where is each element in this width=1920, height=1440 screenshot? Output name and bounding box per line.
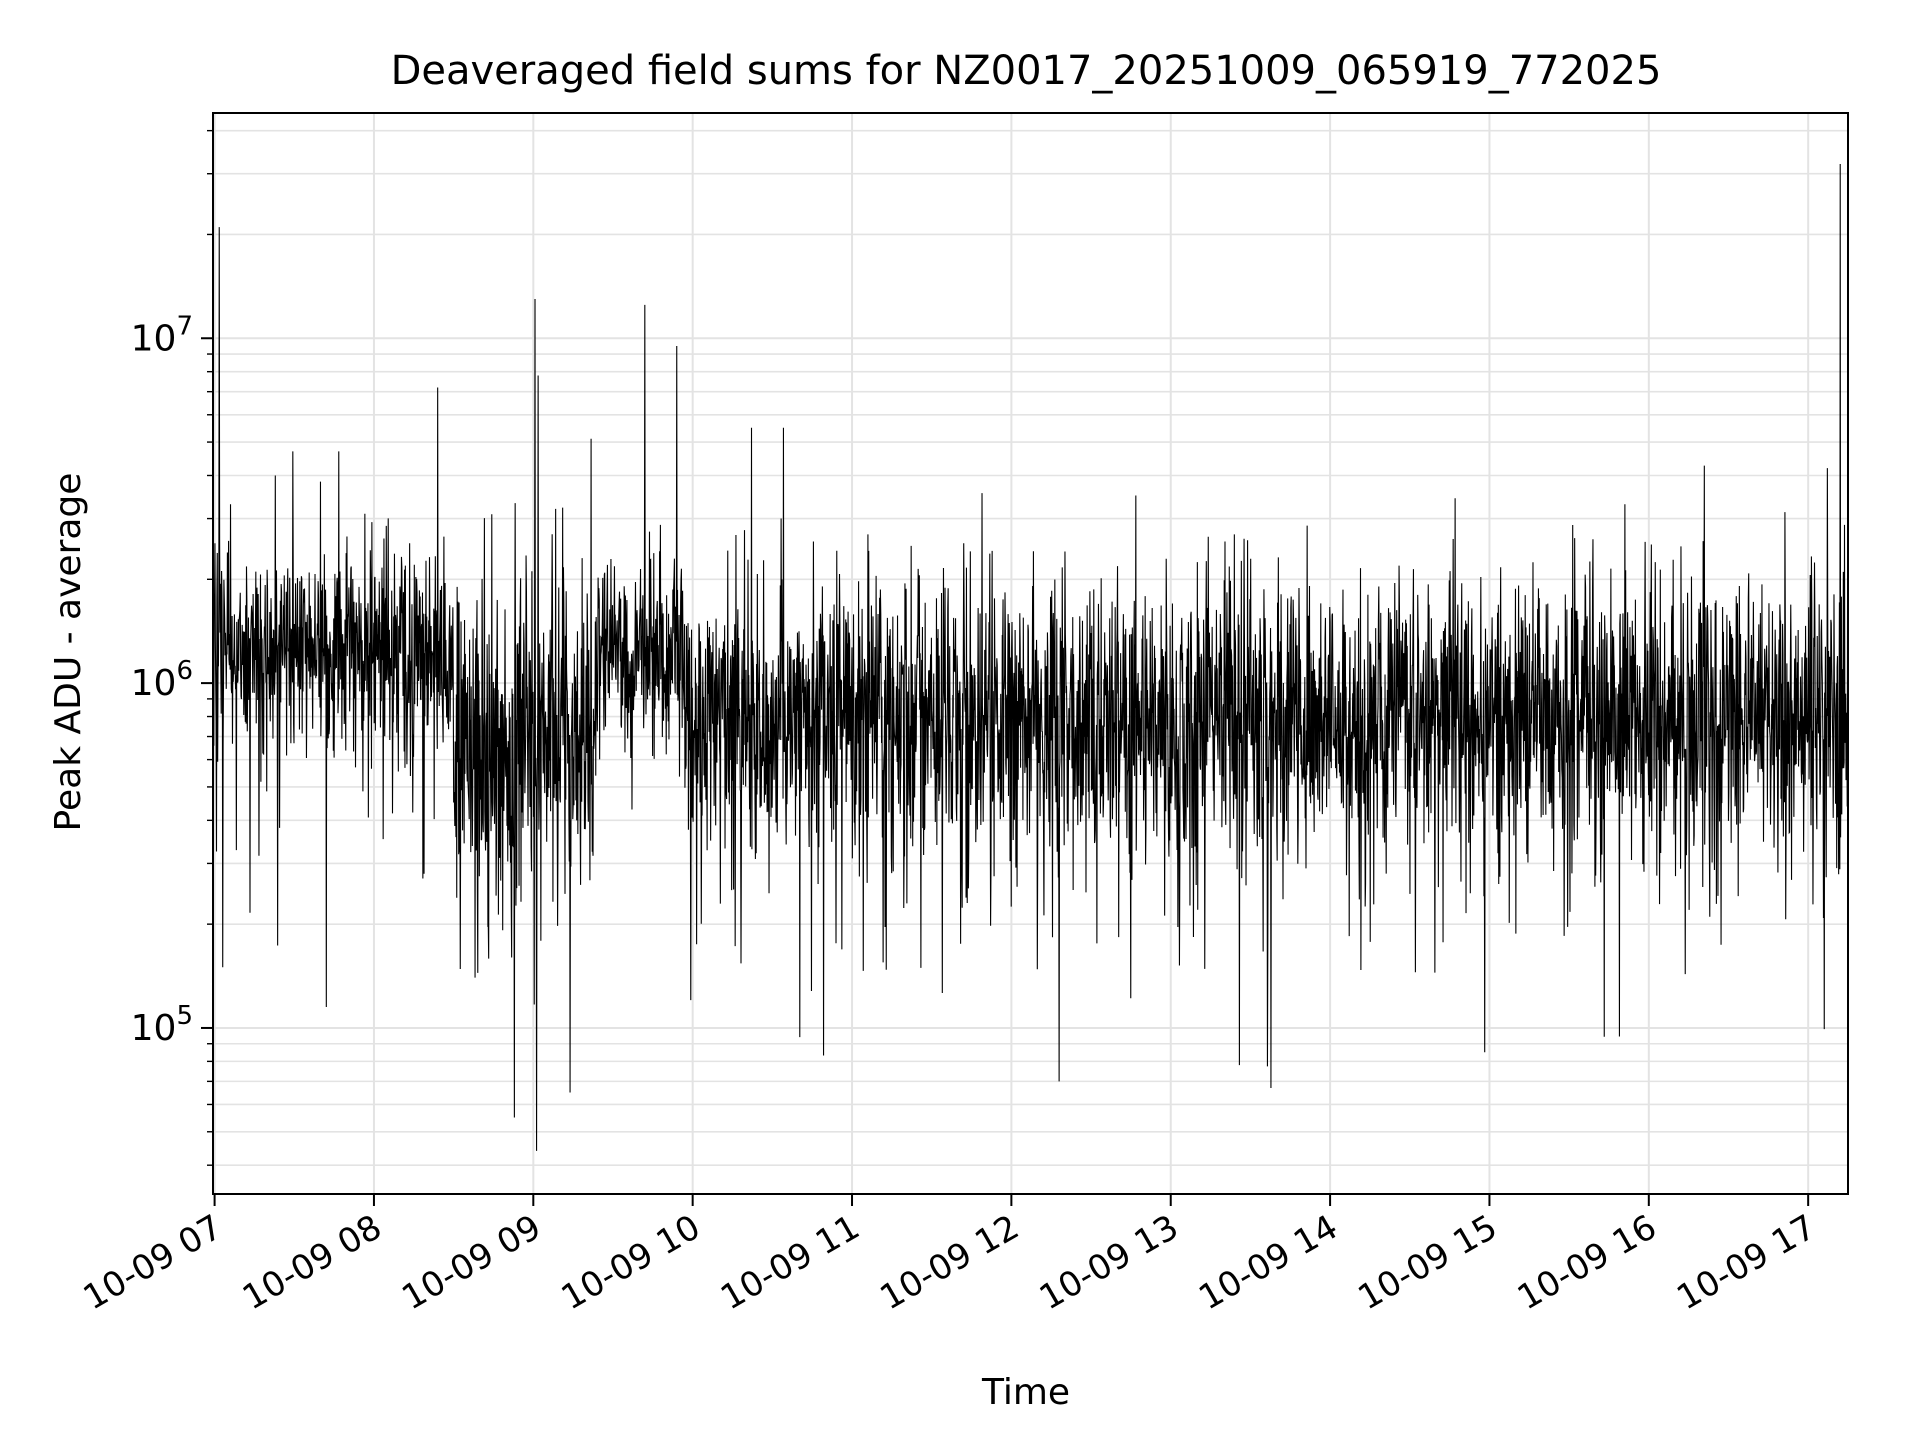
y-tick-base: 10 xyxy=(131,663,177,704)
series-line xyxy=(212,164,1849,1151)
y-tick-exponent: 5 xyxy=(176,1001,193,1031)
y-tick-exponent: 7 xyxy=(176,311,193,341)
y-tick-base: 10 xyxy=(131,1008,177,1049)
y-tick-exponent: 6 xyxy=(176,656,193,686)
chart-title: Deaveraged field sums for NZ0017_2025100… xyxy=(391,48,1662,94)
y-tick-label: 106 xyxy=(131,656,193,704)
y-tick-label: 107 xyxy=(131,311,193,359)
y-tick-label: 105 xyxy=(131,1001,193,1049)
x-axis-label: Time xyxy=(981,1372,1070,1413)
plot-frame xyxy=(212,112,1849,1195)
grid-lines xyxy=(213,113,1848,1194)
series-group xyxy=(212,164,1849,1151)
y-axis-label: Peak ADU - average xyxy=(48,473,89,832)
y-tick-base: 10 xyxy=(131,318,177,359)
